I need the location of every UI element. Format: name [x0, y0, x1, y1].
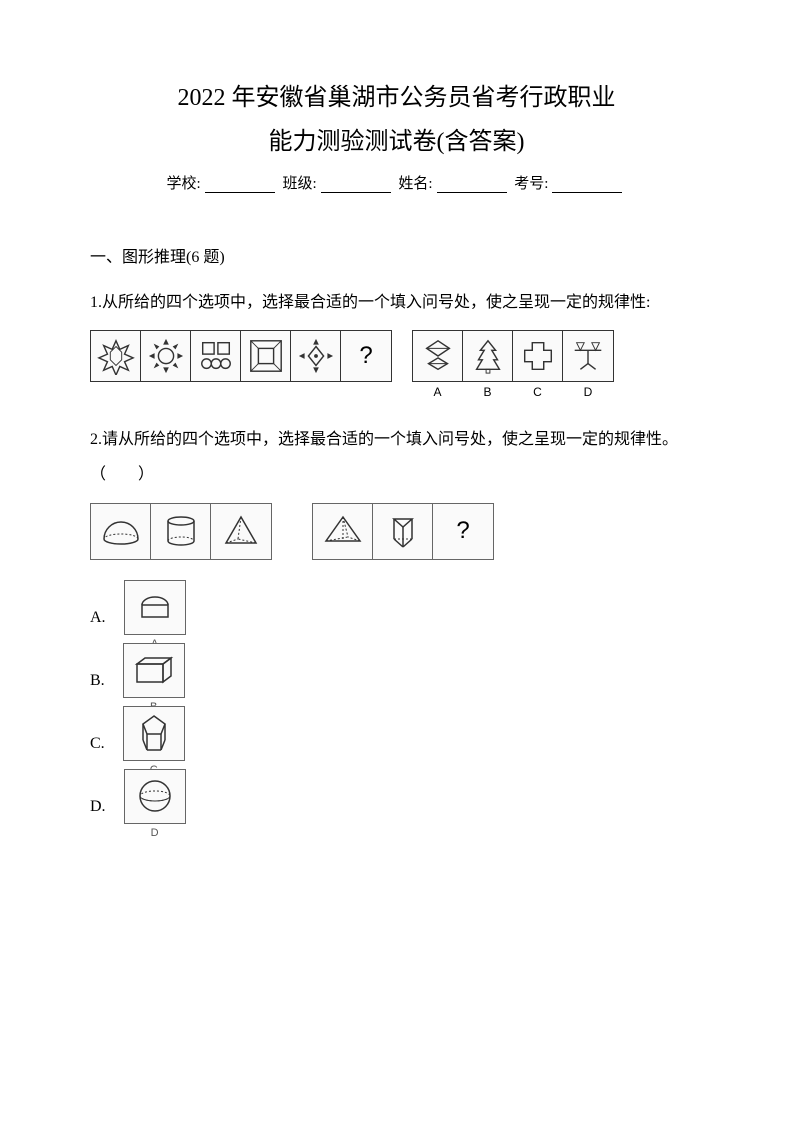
tree-icon	[469, 337, 507, 375]
q1-cell-3	[191, 331, 241, 381]
q2-option-c-box[interactable]: C	[123, 706, 185, 761]
sun-icon	[147, 337, 185, 375]
q2-cell-prism	[373, 504, 433, 559]
exam-title-line1: 2022 年安徽省巢湖市公务员省考行政职业	[90, 80, 703, 116]
exam-title-line2: 能力测验测试卷(含答案)	[90, 124, 703, 160]
q1-option-c[interactable]: C	[513, 331, 563, 381]
q2-cell-tetrahedron	[211, 504, 271, 559]
question-mark-icon: ?	[359, 342, 372, 370]
q2-cell-cylinder	[151, 504, 211, 559]
cross-icon	[519, 337, 557, 375]
q1-cell-1	[91, 331, 141, 381]
q2-option-c-letter: C.	[90, 735, 105, 761]
q1-cell-5	[291, 331, 341, 381]
q2-group-1	[90, 503, 272, 560]
exam-no-label: 考号:	[514, 176, 548, 192]
nested-squares-icon	[247, 337, 285, 375]
q1-option-d[interactable]: D	[563, 331, 613, 381]
exam-no-blank[interactable]	[552, 175, 622, 193]
q2-option-d-box[interactable]: D	[124, 769, 186, 824]
school-blank[interactable]	[205, 175, 275, 193]
q2-cell-hemisphere	[91, 504, 151, 559]
question-1-text: 1.从所给的四个选项中，选择最合适的一个填入问号处，使之呈现一定的规律性:	[90, 285, 703, 320]
q2-option-a-letter: A.	[90, 609, 106, 635]
q2-option-d-row: D. D	[90, 769, 703, 824]
tetrahedron-icon	[218, 511, 264, 551]
half-cylinder-icon	[132, 587, 178, 627]
star-8point-icon	[97, 337, 135, 375]
question-2-text: 2.请从所给的四个选项中，选择最合适的一个填入问号处，使之呈现一定的规律性。（ …	[90, 422, 703, 492]
squares-circles-icon	[197, 337, 235, 375]
class-blank[interactable]	[321, 175, 391, 193]
q2-option-b-row: B. B	[90, 643, 703, 698]
q2-group-2: ?	[312, 503, 494, 560]
q2-cell-pyramid	[313, 504, 373, 559]
q2-option-d-inner: D	[125, 827, 185, 839]
stacked-diamonds-icon	[419, 337, 457, 375]
cuboid-icon	[129, 650, 179, 690]
name-blank[interactable]	[437, 175, 507, 193]
q1-option-b[interactable]: B	[463, 331, 513, 381]
q2-option-b-box[interactable]: B	[123, 643, 185, 698]
diamond-arrows-icon	[297, 337, 335, 375]
cylinder-icon	[158, 511, 204, 551]
q2-option-a-box[interactable]: A	[124, 580, 186, 635]
option-b-label: B	[463, 385, 512, 399]
hemisphere-icon	[98, 511, 144, 551]
q2-option-b-letter: B.	[90, 672, 105, 698]
pyramid-icon	[320, 511, 366, 551]
q2-option-d-letter: D.	[90, 798, 106, 824]
q2-option-c-row: C. C	[90, 706, 703, 761]
option-d-label: D	[563, 385, 613, 399]
school-label: 学校:	[167, 176, 201, 192]
q2-cell-qmark: ?	[433, 504, 493, 559]
sphere-icon	[132, 775, 178, 817]
q1-sequence-group: ?	[90, 330, 392, 382]
question-mark-icon: ?	[456, 517, 469, 545]
stand-triangles-icon	[569, 337, 607, 375]
student-info-line: 学校: 班级: 姓名: 考号:	[90, 172, 703, 193]
question-2-figures: ?	[90, 503, 703, 560]
name-label: 姓名:	[398, 176, 432, 192]
option-c-label: C	[513, 385, 562, 399]
class-label: 班级:	[282, 176, 316, 192]
q1-cell-2	[141, 331, 191, 381]
q1-options-group: A B C D	[412, 330, 614, 382]
triangular-prism-icon	[380, 511, 426, 551]
pentagonal-prism-icon	[131, 712, 177, 754]
section-1-header: 一、图形推理(6 题)	[90, 243, 703, 267]
q1-cell-4	[241, 331, 291, 381]
question-1-figures: ? A B C	[90, 330, 703, 382]
q2-option-a-row: A. A	[90, 580, 703, 635]
q1-cell-qmark: ?	[341, 331, 391, 381]
q1-option-a[interactable]: A	[413, 331, 463, 381]
option-a-label: A	[413, 385, 462, 399]
